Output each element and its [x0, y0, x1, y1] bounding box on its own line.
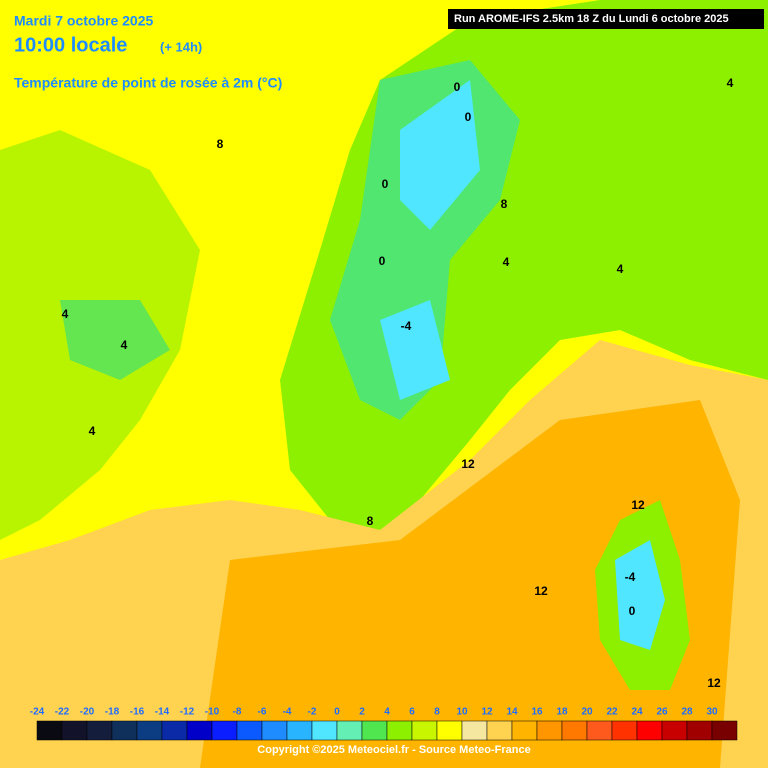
- parameter: Température de point de rosée à 2m (°C): [14, 75, 282, 91]
- land-patch: [60, 300, 170, 380]
- legend-tick-label: 14: [506, 707, 518, 718]
- contour-label: 0: [454, 80, 461, 94]
- legend-swatch: [536, 720, 563, 741]
- legend-tick-label: -16: [130, 707, 145, 718]
- run-info: Run AROME-IFS 2.5km 18 Z du Lundi 6 octo…: [454, 13, 729, 25]
- legend-swatch: [636, 720, 663, 741]
- lead: (+ 14h): [160, 39, 202, 54]
- legend-tick-label: -8: [233, 707, 242, 718]
- legend-tick-label: 24: [631, 707, 643, 718]
- legend-tick-label: -14: [155, 707, 170, 718]
- legend-swatch: [261, 720, 288, 741]
- contour-label: 0: [382, 177, 389, 191]
- run-box: [448, 9, 764, 29]
- legend-swatch: [436, 720, 463, 741]
- legend-tick-label: 22: [606, 707, 618, 718]
- legend-tick-label: -6: [258, 707, 267, 718]
- contour-label: 8: [367, 514, 374, 528]
- legend-tick-label: -24: [30, 707, 45, 718]
- legend-swatch: [336, 720, 363, 741]
- corsica-cold: [615, 540, 665, 650]
- contour-labels: 0 0 0 0 4 4 4 4 4 4 8 8 8 12 12 12 12 -4 -4 0: [62, 76, 734, 690]
- legend-swatch: [586, 720, 613, 741]
- contour-label: -4: [625, 570, 636, 584]
- sea-warm: [200, 400, 740, 768]
- legend-swatch: [311, 720, 338, 741]
- contour-label: 4: [617, 262, 624, 276]
- legend-tick-label: 0: [334, 707, 340, 718]
- legend: -24 -22 -20 -18 -16 -14 -12 -10 -8 -6 -4 -2 0 2 4 6 8 10 1…: [30, 707, 738, 741]
- contour-label: 0: [379, 254, 386, 268]
- legend-tick-label: -20: [80, 707, 95, 718]
- legend-tick-label: 26: [656, 707, 668, 718]
- legend-swatch: [561, 720, 588, 741]
- legend-swatch: [386, 720, 413, 741]
- legend-swatch: [211, 720, 238, 741]
- legend-swatch: [461, 720, 488, 741]
- contour-label: 8: [217, 137, 224, 151]
- legend-swatch: [711, 720, 738, 741]
- contour-label: 0: [629, 604, 636, 618]
- contour-label: 12: [631, 498, 645, 512]
- legend-swatch: [236, 720, 263, 741]
- legend-swatch: [36, 720, 63, 741]
- legend-tick-label: 16: [531, 707, 543, 718]
- legend-tick-label: 20: [581, 707, 593, 718]
- contour-label: 8: [501, 197, 508, 211]
- legend-tick-label: 12: [481, 707, 493, 718]
- contour-label: 4: [89, 424, 96, 438]
- legend-tick-label: 8: [434, 707, 440, 718]
- legend-tick-label: -22: [55, 707, 70, 718]
- legend-swatch: [86, 720, 113, 741]
- date: Mardi 7 octobre 2025: [14, 13, 153, 29]
- legend-tick-label: 6: [409, 707, 415, 718]
- legend-tick-label: 10: [456, 707, 468, 718]
- legend-tick-label: -2: [308, 707, 317, 718]
- legend-swatch: [611, 720, 638, 741]
- cold-area: [380, 80, 480, 400]
- contour-label: 4: [727, 76, 734, 90]
- contour-label: -4: [401, 319, 412, 333]
- time: 10:00 locale: [14, 34, 127, 56]
- legend-swatch: [661, 720, 688, 741]
- legend-tick-label: 28: [681, 707, 693, 718]
- copyright: Copyright ©2025 Meteociel.fr - Source Me…: [257, 744, 530, 756]
- legend-swatch: [186, 720, 213, 741]
- legend-swatch: [486, 720, 513, 741]
- legend-swatch: [511, 720, 538, 741]
- contour-label: 12: [707, 676, 721, 690]
- legend-tick-label: -12: [180, 707, 195, 718]
- legend-tick-label: -4: [283, 707, 292, 718]
- legend-tick-label: -10: [205, 707, 220, 718]
- contour-label: 12: [534, 584, 548, 598]
- contour-label: 4: [121, 338, 128, 352]
- legend-swatch: [61, 720, 88, 741]
- legend-swatch: [361, 720, 388, 741]
- legend-tick-label: 30: [706, 707, 718, 718]
- contour-label: 4: [503, 255, 510, 269]
- contour-label: 12: [461, 457, 475, 471]
- legend-swatch: [111, 720, 138, 741]
- legend-tick-label: 4: [384, 707, 390, 718]
- legend-tick-label: 18: [556, 707, 568, 718]
- contour-label: 4: [62, 307, 69, 321]
- legend-swatch: [686, 720, 713, 741]
- legend-swatch: [286, 720, 313, 741]
- legend-swatch: [161, 720, 188, 741]
- legend-swatch: [411, 720, 438, 741]
- contour-label: 0: [465, 110, 472, 124]
- legend-swatch: [136, 720, 163, 741]
- legend-tick-label: 2: [359, 707, 365, 718]
- legend-tick-label: -18: [105, 707, 120, 718]
